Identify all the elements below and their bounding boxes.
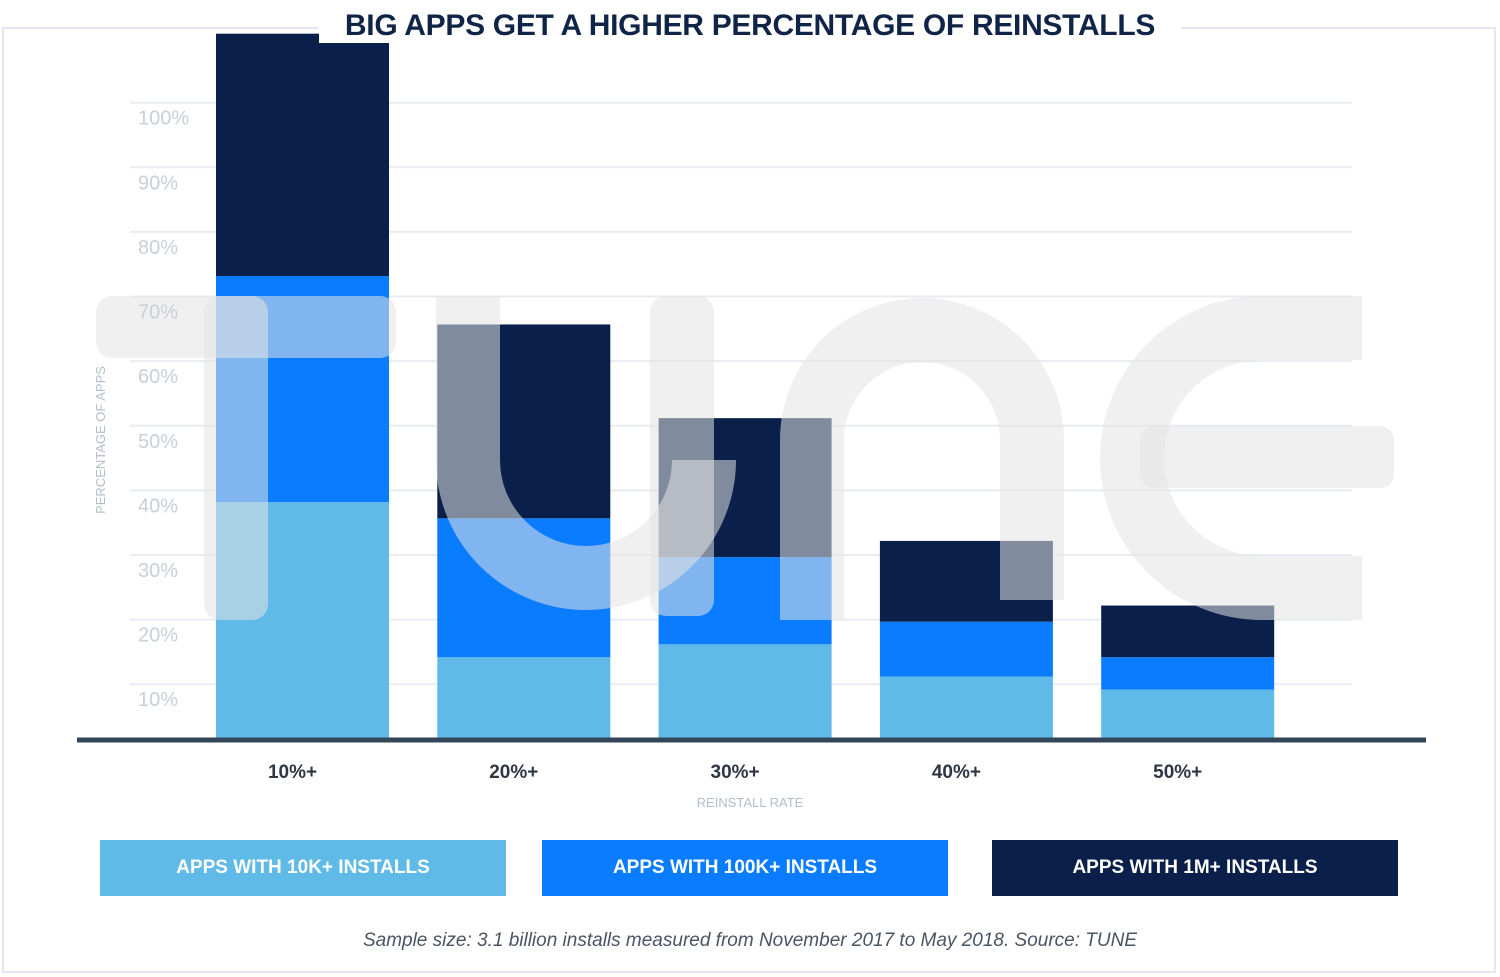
bar-layer (216, 33, 1275, 738)
bar-segment (437, 657, 611, 738)
bar-segment (216, 33, 389, 276)
legend-item-1m: APPS WITH 1M+ INSTALLS (992, 840, 1398, 896)
y-tick-label: 60% (138, 366, 178, 388)
tick-layer: 10% 20% 30% 40% 50% 60% 70% 80% 90% 100% 10%+ 20%+ 3… (138, 108, 1202, 783)
bar-segment (879, 676, 1053, 738)
legend-item-100k: APPS WITH 100K+ INSTALLS (542, 840, 948, 896)
footnote: Sample size: 3.1 billion installs measur… (362, 930, 1138, 951)
bar-segment (658, 644, 832, 738)
legend-label-10k: APPS WITH 10K+ INSTALLS (176, 857, 430, 878)
x-tick-label: 40%+ (932, 762, 981, 783)
x-tick-label: 10%+ (268, 762, 317, 783)
legend-label-100k: APPS WITH 100K+ INSTALLS (612, 857, 878, 878)
bar-segment (879, 621, 1053, 677)
legend-item-10k: APPS WITH 10K+ INSTALLS (100, 840, 506, 896)
y-tick-label: 100% (138, 108, 189, 130)
bar-segment (1101, 657, 1275, 690)
y-tick-label: 10% (138, 689, 178, 711)
chart-title: BIG APPS GET A HIGHER PERCENTAGE OF REIN… (318, 9, 1182, 43)
y-tick-label: 30% (138, 560, 178, 582)
y-tick-label: 40% (138, 495, 178, 517)
y-tick-label: 70% (138, 302, 178, 324)
x-tick-label: 30%+ (711, 762, 760, 783)
x-tick-label: 50%+ (1153, 762, 1202, 783)
x-axis-label: REINSTALL RATE (697, 795, 804, 810)
y-tick-label: 50% (138, 431, 178, 453)
y-tick-label: 20% (138, 625, 178, 647)
tune-watermark (96, 296, 1394, 620)
y-axis-label: PERCENTAGE OF APPS (93, 366, 108, 514)
legend-label-1m: APPS WITH 1M+ INSTALLS (1072, 857, 1318, 878)
x-tick-label: 20%+ (489, 762, 538, 783)
chart-title-wrap: BIG APPS GET A HIGHER PERCENTAGE OF REIN… (0, 4, 1500, 48)
y-tick-label: 80% (138, 237, 178, 259)
bar-segment (1101, 689, 1275, 738)
y-tick-label: 90% (138, 172, 178, 194)
